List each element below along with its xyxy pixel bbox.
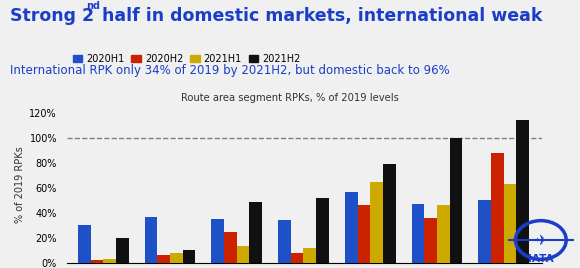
Text: nd: nd	[86, 1, 100, 10]
Text: ✈: ✈	[535, 233, 547, 247]
Bar	[212, 219, 224, 263]
Bar	[145, 217, 157, 263]
Text: International RPK only 34% of 2019 by 2021H2, but domestic back to 96%: International RPK only 34% of 2019 by 20…	[10, 64, 450, 77]
Text: Strong 2: Strong 2	[10, 7, 95, 25]
Bar	[78, 225, 90, 263]
Text: IATA: IATA	[528, 254, 554, 264]
Bar	[291, 253, 303, 263]
Bar	[103, 259, 116, 263]
Y-axis label: % of 2019 RPKs: % of 2019 RPKs	[15, 147, 25, 223]
Bar	[357, 206, 370, 263]
Bar	[170, 253, 183, 263]
Bar	[278, 220, 291, 263]
Legend: 2020H1, 2020H2, 2021H1, 2021H2: 2020H1, 2020H2, 2021H1, 2021H2	[71, 53, 302, 65]
Bar	[316, 198, 329, 263]
Bar	[383, 164, 396, 263]
Text: Route area segment RPKs, % of 2019 levels: Route area segment RPKs, % of 2019 level…	[181, 93, 399, 103]
Bar	[303, 248, 316, 263]
Bar	[345, 192, 357, 263]
Bar	[491, 153, 503, 263]
Bar	[237, 247, 249, 263]
Text: half in domestic markets, international weak: half in domestic markets, international …	[96, 7, 542, 25]
Bar	[503, 184, 516, 263]
Bar	[478, 200, 491, 263]
Bar	[90, 260, 103, 263]
Bar	[437, 206, 450, 263]
Bar	[116, 238, 129, 263]
Bar	[370, 182, 383, 263]
Bar	[450, 138, 462, 263]
Bar	[412, 204, 424, 263]
Bar	[183, 250, 195, 263]
Bar	[424, 218, 437, 263]
Bar	[157, 255, 170, 263]
Bar	[516, 120, 529, 263]
Bar	[249, 202, 262, 263]
Bar	[224, 232, 237, 263]
